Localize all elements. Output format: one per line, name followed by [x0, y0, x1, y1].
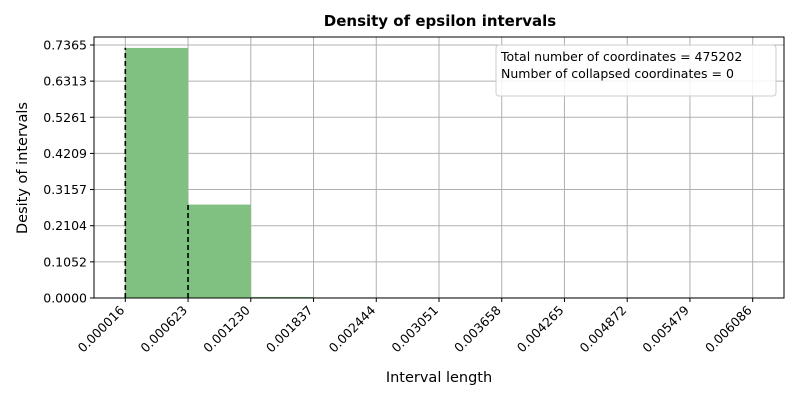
histogram-bar	[188, 204, 251, 298]
legend-line-collapsed: Number of collapsed coordinates = 0	[501, 66, 734, 81]
x-tick-label: 0.003658	[451, 302, 504, 355]
x-tick-label: 0.000623	[137, 303, 190, 356]
x-tick-label: 0.002444	[326, 302, 379, 355]
chart-title: Density of epsilon intervals	[324, 12, 557, 30]
y-axis-ticks: 0.0000 0.1052 0.2104 0.3157 0.4209 0.5261 0.63…	[43, 38, 94, 306]
y-tick-label: 0.2104	[43, 218, 87, 233]
y-tick-label: 0.3157	[43, 182, 87, 197]
legend-box	[495, 44, 777, 97]
legend-line-total: Total number of coordinates = 475202	[500, 49, 742, 64]
dashed-markers	[124, 47, 189, 298]
y-tick-label: 0.1052	[43, 254, 87, 269]
x-tick-label: 0.000016	[75, 302, 128, 355]
x-tick-label: 0.005479	[639, 302, 692, 355]
x-axis-label: Interval length	[386, 370, 492, 386]
y-tick-label: 0.7365	[43, 38, 87, 53]
histogram-bar	[125, 47, 189, 298]
x-tick-label: 0.004265	[514, 303, 567, 356]
y-tick-label: 0.5261	[43, 110, 87, 125]
x-tick-label: 0.006086	[702, 302, 755, 355]
y-axis-label: Desity of intervals	[15, 102, 31, 234]
x-tick-label: 0.004872	[577, 303, 630, 356]
x-tick-label: 0.001837	[263, 303, 316, 356]
histogram-bars	[125, 47, 753, 298]
legend: Total number of coordinates = 475202 Num…	[495, 44, 777, 97]
y-tick-label: 0.0000	[43, 291, 87, 306]
x-tick-label: 0.001230	[200, 302, 253, 355]
y-tick-label: 0.6313	[43, 74, 87, 89]
x-tick-label: 0.003051	[388, 303, 441, 356]
y-tick-label: 0.4209	[43, 146, 87, 161]
histogram-bar	[250, 296, 314, 298]
x-axis-ticks: 0.000016 0.000623 0.001230 0.001837 0.002444…	[75, 298, 755, 355]
